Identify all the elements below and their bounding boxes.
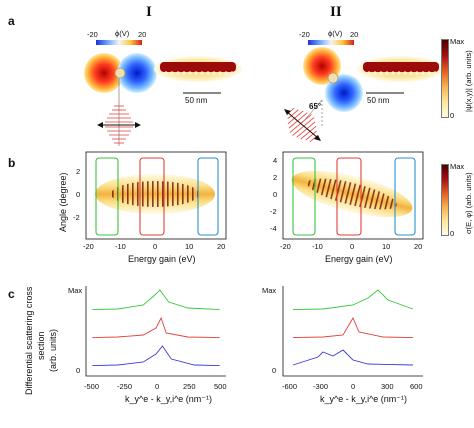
axis-frame: [282, 286, 423, 377]
c-ylabel-line2: section: [36, 331, 46, 360]
phi-min-label: -20: [87, 30, 98, 39]
box-green-left: [95, 157, 119, 236]
c-left-xlabel: k_y^e - k_y,i^e (nm⁻¹): [125, 394, 213, 404]
wavefunction-right: [357, 56, 445, 82]
wavefunction-left: [154, 56, 242, 82]
b-left-ylabel: Angle (degree): [58, 172, 68, 232]
phi-colorbar-right: [308, 40, 354, 45]
dipole-left: [84, 53, 157, 93]
c-left-xtick-0: -500: [84, 382, 100, 391]
b-left-xtick-4: 20: [217, 242, 226, 251]
c-right-yzero: 0: [272, 366, 277, 375]
b-right-xlabel: Energy gain (eV): [325, 254, 393, 264]
panel-letter-b: b: [8, 156, 16, 170]
b-left-xtick-3: 10: [185, 242, 194, 251]
c-left-xtick-2: 0: [155, 382, 160, 391]
phi-label-right: ϕ(V): [328, 29, 343, 38]
column-title-left: I: [146, 4, 152, 20]
axis-frame: [85, 286, 226, 377]
phi-label: ϕ(V): [115, 29, 130, 38]
box-blue-left: [197, 157, 219, 236]
panel-letter-c: c: [8, 287, 15, 301]
cbar-a-max: Max: [450, 37, 465, 46]
b-right-ytick-3: -2: [270, 207, 277, 216]
b-right-xtick-3: 10: [382, 242, 391, 251]
wavepacket-left: [97, 78, 141, 146]
box-green-right: [292, 157, 316, 236]
phi-colorbar: [96, 40, 142, 45]
series-line-1: [292, 317, 414, 339]
chart-c-right: [282, 286, 423, 377]
series-line-2: [92, 345, 220, 367]
c-left-ymax: Max: [68, 286, 83, 295]
series-line-2: [292, 349, 414, 366]
scale-bar-left-label: 50 nm: [185, 96, 208, 105]
column-title-right: II: [330, 4, 342, 20]
cbar-a-min: 0: [450, 111, 455, 120]
series-line-1: [92, 316, 220, 339]
c-ylabel-line3: (arb. units): [48, 328, 58, 372]
phi-max-label-right: 20: [350, 30, 359, 39]
c-right-xtick-2: 0: [351, 382, 356, 391]
b-right-xtick-1: -10: [312, 242, 323, 251]
panel-letter-a: a: [8, 14, 15, 28]
c-left-yzero: 0: [76, 366, 81, 375]
c-ylabel-line1: Differential scattering cross: [24, 286, 34, 395]
dipole-right: [303, 47, 363, 112]
colorbar-b: [441, 164, 449, 236]
c-right-ymax: Max: [262, 286, 277, 295]
b-right-ytick-4: -4: [270, 224, 277, 233]
phi-min-label-right: -20: [299, 30, 310, 39]
wavepacket-right: [284, 99, 323, 143]
colorbar-a: [441, 39, 449, 118]
c-right-xtick-0: -600: [282, 382, 298, 391]
b-left-ytick-2: -2: [73, 213, 80, 222]
b-left-ytick-1: 0: [76, 190, 81, 199]
c-left-xtick-3: 250: [183, 382, 196, 391]
cbar-b-max: Max: [450, 162, 465, 171]
b-left-xlabel: Energy gain (eV): [128, 254, 196, 264]
b-left-xtick-0: -20: [83, 242, 94, 251]
c-left-xtick-4: 500: [214, 382, 227, 391]
cbar-b-label: σ(E, φ) (arb. units): [464, 172, 473, 234]
b-right-ytick-0: 4: [273, 156, 278, 165]
c-left-xtick-1: -250: [117, 382, 133, 391]
b-left-ytick-0: 2: [76, 167, 81, 176]
b-right-xtick-0: -20: [280, 242, 291, 251]
b-right-ytick-2: 0: [273, 190, 278, 199]
b-left-xtick-2: 0: [153, 242, 158, 251]
angle-label: 65°: [309, 102, 322, 111]
b-left-xtick-1: -10: [115, 242, 126, 251]
b-right-ytick-1: 2: [273, 173, 278, 182]
box-blue-right: [394, 157, 416, 236]
box-red-left: [139, 157, 165, 236]
cbar-b-min: 0: [450, 229, 455, 238]
series-line-0: [92, 289, 220, 311]
series-line-0: [292, 289, 414, 311]
b-right-xtick-2: 0: [350, 242, 355, 251]
box-red-right: [336, 157, 362, 236]
c-right-xtick-1: -300: [313, 382, 329, 391]
c-right-xlabel: k_y^e - k_y,i^e (nm⁻¹): [320, 394, 408, 404]
scale-bar-right-label: 50 nm: [367, 96, 390, 105]
phi-max-label: 20: [138, 30, 147, 39]
b-right-xtick-4: 20: [414, 242, 423, 251]
c-right-xtick-4: 600: [410, 382, 423, 391]
chart-c-left: [85, 286, 226, 377]
c-right-xtick-3: 300: [381, 382, 394, 391]
